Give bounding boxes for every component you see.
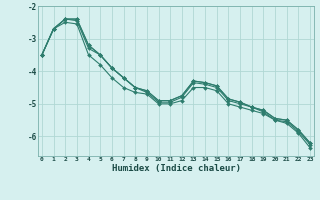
X-axis label: Humidex (Indice chaleur): Humidex (Indice chaleur) — [111, 164, 241, 173]
